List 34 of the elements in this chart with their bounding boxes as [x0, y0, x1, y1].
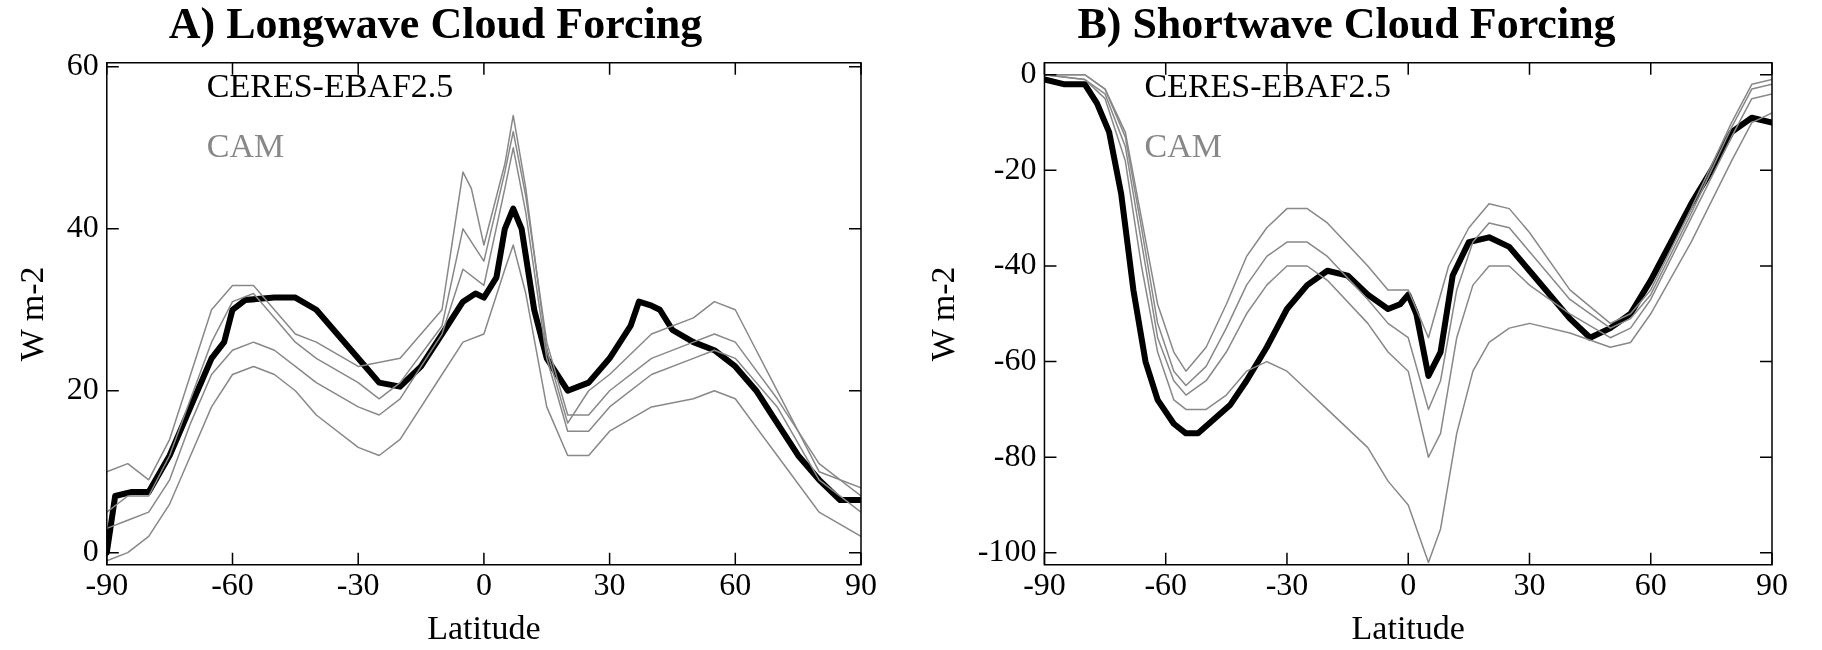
y-tick-label: 20 — [66, 370, 99, 407]
y-tick-label: -60 — [993, 341, 1037, 378]
y-tick-label: -40 — [993, 245, 1037, 282]
legend-label: CERES-EBAF2.5 — [1144, 66, 1391, 104]
y-tick-label: 60 — [66, 46, 99, 83]
y-tick-label: -100 — [977, 532, 1037, 569]
x-tick-label: -90 — [85, 566, 129, 603]
x-tick-label: 60 — [719, 566, 752, 603]
x-tick-label: 30 — [593, 566, 626, 603]
x-tick-label: -60 — [211, 566, 254, 603]
y-tick-label: -20 — [993, 149, 1037, 186]
x-tick-label: 30 — [1513, 566, 1546, 603]
x-tick-label: -60 — [1144, 566, 1188, 603]
x-tick-label: 90 — [1756, 566, 1788, 603]
x-tick-label: -90 — [1023, 566, 1066, 603]
y-axis-title: W m-2 — [924, 266, 962, 362]
x-tick-label: 0 — [1400, 566, 1417, 603]
legend-label: CERES-EBAF2.5 — [206, 66, 454, 104]
x-tick-label: -30 — [336, 566, 380, 603]
x-axis-title: Latitude — [427, 608, 541, 646]
chart-title: B) Shortwave Cloud Forcing — [1077, 0, 1616, 48]
series-label: CAM — [1144, 126, 1222, 164]
text: CAM — [206, 126, 285, 164]
x-tick-label: -30 — [1265, 566, 1309, 603]
chart-title: A) Longwave Cloud Forcing — [168, 0, 703, 48]
y-axis-title: W m-2 — [13, 266, 51, 362]
x-axis-title: Latitude — [1351, 608, 1465, 646]
y-tick-label: 0 — [82, 532, 99, 569]
x-tick-label: 90 — [845, 566, 877, 603]
y-tick-label: 0 — [1020, 54, 1037, 91]
y-tick-label: 40 — [66, 208, 99, 245]
x-tick-label: 60 — [1634, 566, 1667, 603]
y-tick-label: -80 — [993, 436, 1037, 473]
x-tick-label: 0 — [475, 566, 492, 603]
